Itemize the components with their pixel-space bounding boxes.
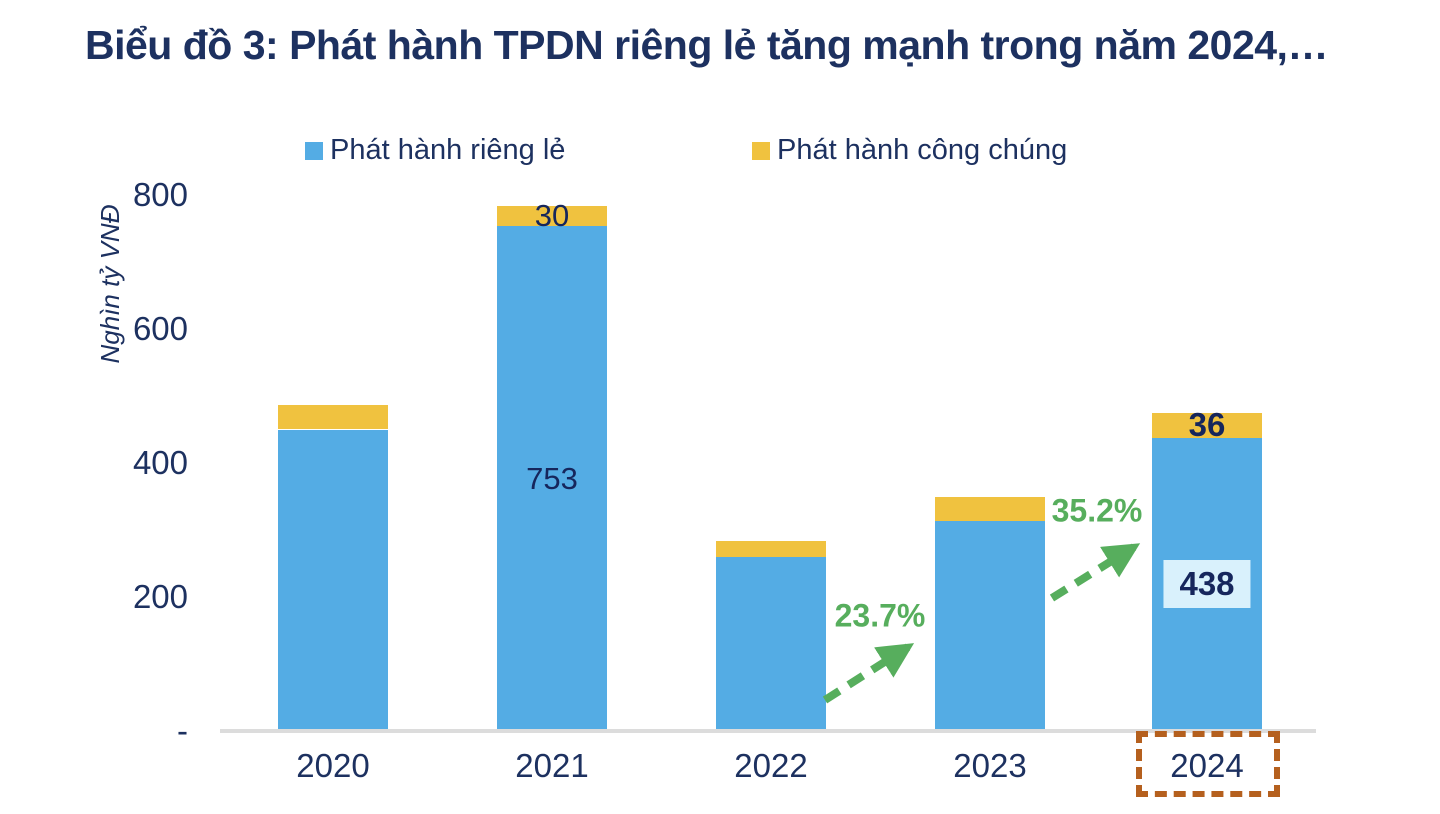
x-tick-label-2020: 2020	[296, 747, 370, 784]
x-tick-label-2024: 2024	[1170, 747, 1244, 784]
growth-arrow-2023-2024	[1049, 543, 1141, 602]
legend-swatch-yellow-icon	[752, 141, 770, 160]
y-tick-label: 800	[132, 176, 188, 213]
x-tick-label-2021: 2021	[515, 747, 589, 784]
bar-value-label-2021-private: 753	[526, 460, 578, 496]
legend-label-private: Phát hành riêng lẻ	[330, 134, 566, 166]
legend-swatch-blue-icon	[305, 141, 323, 160]
bar-private-2022	[716, 556, 826, 731]
bar-private-2023	[935, 521, 1045, 731]
legend-label-public: Phát hành công chúng	[777, 134, 1068, 166]
bar-public-2024	[1152, 413, 1262, 438]
bar-value-label-2021-public: 30	[534, 198, 570, 234]
legend-item-public: Phát hành công chúng	[752, 134, 1067, 167]
bar-private-2020	[278, 429, 388, 731]
y-tick-label: 400	[132, 444, 188, 481]
growth-annotation-35-2: 35.2%	[1051, 492, 1143, 529]
y-tick-label: -	[177, 712, 188, 749]
y-tick-label: 200	[132, 578, 188, 615]
y-tick-label: 600	[132, 310, 188, 347]
bar-private-2021	[497, 226, 607, 731]
chart-title: Biểu đồ 3: Phát hành TPDN riêng lẻ tăng …	[85, 22, 1328, 68]
growth-arrow-2022-2023	[822, 643, 915, 704]
bar-public-2021	[497, 206, 607, 227]
bar-public-2020	[278, 405, 388, 430]
bar-public-2023	[935, 496, 1045, 522]
bar-public-2022	[716, 541, 826, 557]
x-tick-label-2023: 2023	[953, 747, 1027, 784]
highlight-box-2024	[1136, 731, 1280, 797]
bar-value-label-2024-private: 438	[1163, 560, 1251, 609]
x-tick-label-2022: 2022	[734, 747, 808, 784]
growth-annotation-23-7: 23.7%	[834, 597, 926, 634]
legend-item-private: Phát hành riêng lẻ	[305, 134, 565, 167]
bar-value-label-2024-public: 36	[1188, 406, 1226, 444]
x-axis-line	[220, 729, 1316, 733]
